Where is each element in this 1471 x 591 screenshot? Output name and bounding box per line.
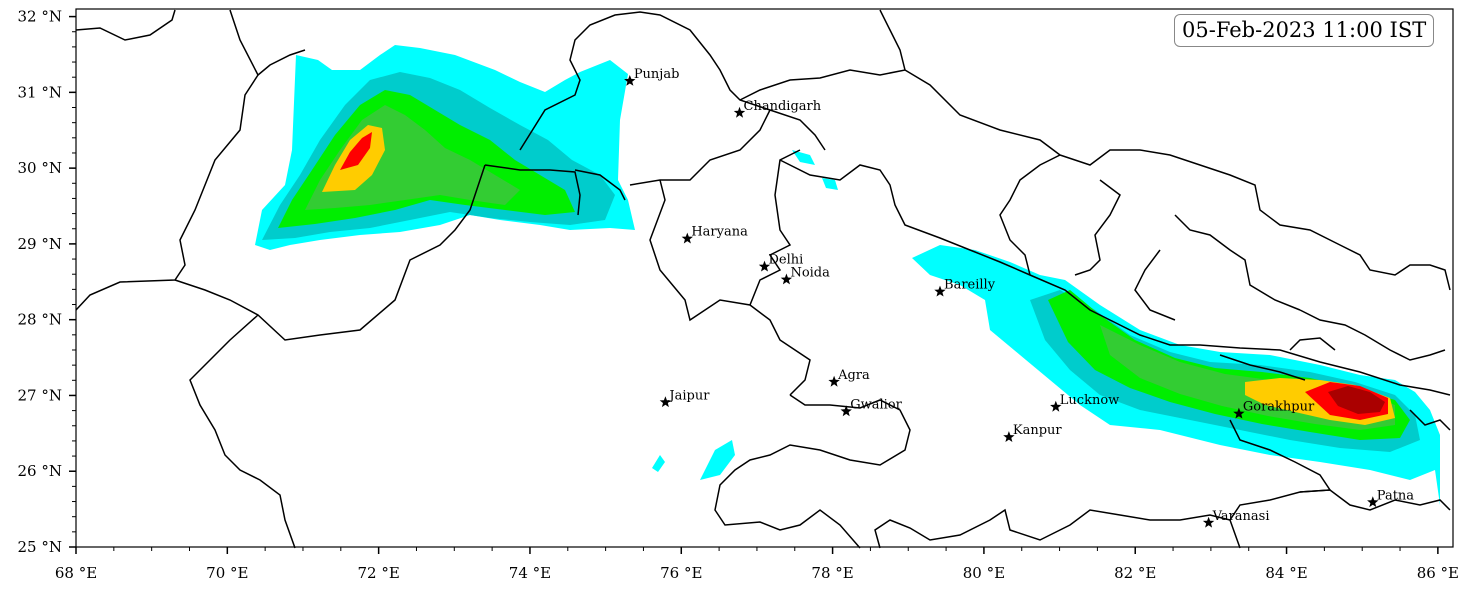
city-label: Gwalior xyxy=(850,397,902,412)
y-tick-label: 29 °N xyxy=(18,235,62,253)
y-tick-label: 30 °N xyxy=(18,159,62,177)
city-star-icon xyxy=(780,273,793,285)
boundary-line xyxy=(749,149,801,306)
boundary-line xyxy=(1289,337,1336,351)
precip-level-6 xyxy=(340,132,372,170)
boundary-line xyxy=(75,9,259,311)
x-tick-label: 80 °E xyxy=(963,564,1005,582)
city-label: Chandigarh xyxy=(744,99,822,114)
boundary-line xyxy=(174,164,486,341)
city-star-icon xyxy=(1367,496,1379,508)
y-tick-label: 31 °N xyxy=(18,83,62,101)
precip-level-1 xyxy=(822,178,838,190)
boundary-line xyxy=(714,394,911,549)
x-tick-label: 78 °E xyxy=(811,564,853,582)
city-star-icon xyxy=(840,405,852,417)
city-star-icon xyxy=(1233,407,1245,419)
city-label: Varanasi xyxy=(1212,509,1270,524)
x-tick-label: 68 °E xyxy=(55,564,97,582)
city-star-icon xyxy=(1050,400,1062,412)
x-tick-label: 86 °E xyxy=(1417,564,1459,582)
x-tick-label: 84 °E xyxy=(1265,564,1307,582)
boundary-line xyxy=(1219,354,1306,381)
boundary-line xyxy=(1134,249,1176,321)
y-tick-label: 26 °N xyxy=(18,462,62,480)
city-star-icon xyxy=(828,375,840,387)
precip-level-1 xyxy=(652,455,665,472)
boundary-line xyxy=(1174,214,1301,311)
city-star-icon xyxy=(659,396,672,408)
city-star-icon xyxy=(733,106,746,118)
city-label: Kanpur xyxy=(1013,423,1063,438)
city-label: Haryana xyxy=(691,225,748,240)
boundary-line xyxy=(1299,309,1446,361)
boundary-line xyxy=(257,49,306,76)
city-label: Noida xyxy=(790,266,830,281)
x-tick-label: 74 °E xyxy=(509,564,551,582)
city-label: Jaipur xyxy=(667,388,710,403)
boundary-line xyxy=(779,159,1451,396)
x-tick-label: 76 °E xyxy=(660,564,702,582)
precip-level-1 xyxy=(700,440,735,480)
city-star-icon xyxy=(681,232,693,244)
boundary-line xyxy=(1059,149,1451,291)
boundary-line xyxy=(1409,409,1451,431)
city-star-icon xyxy=(758,260,771,272)
boundary-line xyxy=(75,9,176,41)
city-label: Gorakhpur xyxy=(1243,400,1315,415)
precip-level-1 xyxy=(792,150,815,165)
boundary-line xyxy=(739,69,1061,156)
x-tick-label: 70 °E xyxy=(206,564,248,582)
city-star-icon xyxy=(624,75,636,86)
y-tick-label: 32 °N xyxy=(18,8,62,26)
city-label: Delhi xyxy=(769,253,804,268)
city-star-icon xyxy=(1003,431,1015,442)
y-tick-label: 28 °N xyxy=(18,311,62,329)
boundary-line xyxy=(1074,179,1121,276)
city-label: Patna xyxy=(1377,488,1415,503)
precipitation-layer xyxy=(255,45,1440,505)
boundary-line xyxy=(874,508,1231,549)
city-star-icon xyxy=(934,285,946,297)
boundary-line xyxy=(574,169,626,201)
boundary-line xyxy=(484,164,581,216)
timestamp-label: 05-Feb-2023 11:00 IST xyxy=(1174,14,1435,47)
axis-ticks: 68 °E 70 °E 72 °E 74 °E 76 °E 78 °E 80 °E 82 °E… xyxy=(18,8,1460,582)
city-star-icon xyxy=(1202,516,1215,528)
boundary-line xyxy=(999,154,1061,276)
boundary-line xyxy=(1299,489,1451,511)
x-tick-label: 72 °E xyxy=(357,564,399,582)
map-frame xyxy=(75,8,1454,548)
boundary-line xyxy=(629,109,771,186)
x-tick-label: 82 °E xyxy=(1114,564,1156,582)
precip-level-7 xyxy=(1328,386,1385,414)
city-label: Bareilly xyxy=(944,278,996,293)
city-label: Lucknow xyxy=(1060,393,1120,408)
city-label: Punjab xyxy=(634,67,680,82)
y-tick-label: 25 °N xyxy=(18,538,62,556)
boundary-line xyxy=(189,314,296,549)
state-borders xyxy=(75,9,1451,549)
boundary-line xyxy=(649,179,811,396)
boundary-line xyxy=(879,9,906,71)
y-tick-label: 27 °N xyxy=(18,386,62,404)
city-label: Agra xyxy=(837,368,870,383)
